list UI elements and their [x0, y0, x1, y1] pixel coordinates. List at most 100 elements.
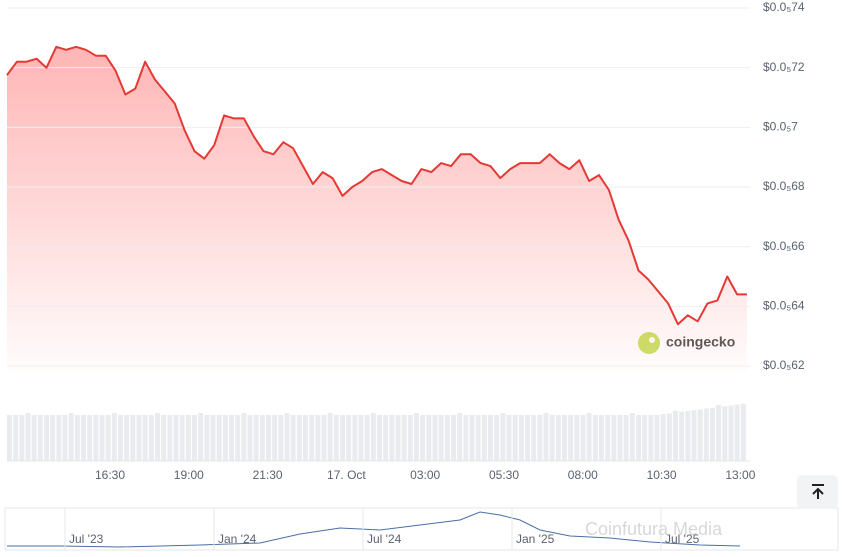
volume-bar: [290, 415, 296, 461]
volume-bar: [19, 415, 25, 461]
volume-bar: [728, 405, 734, 461]
volume-bar: [81, 415, 86, 461]
volume-bar: [118, 415, 123, 461]
volume-bar: [266, 415, 271, 461]
volume-bar: [401, 415, 407, 461]
volume-bar: [395, 415, 401, 461]
volume-bar: [537, 415, 543, 461]
volume-bar: [599, 415, 604, 461]
volume-bar: [309, 415, 315, 461]
volume-bar: [284, 413, 290, 461]
volume-bar: [87, 415, 93, 461]
volume-bar: [592, 415, 598, 461]
volume-bar: [512, 415, 518, 461]
volume-bar: [703, 408, 709, 461]
volume-bar: [629, 413, 635, 461]
volume-bar: [222, 415, 228, 461]
volume-bar: [654, 415, 660, 461]
volume-bar: [161, 415, 167, 461]
volume-bar: [173, 415, 179, 461]
x-tick-label: 03:00: [410, 468, 440, 482]
credit: Coinfutura Media: [585, 519, 723, 539]
volume-bar: [352, 415, 358, 461]
scroll-top-button[interactable]: [797, 475, 838, 509]
navigator-label: Jul '25: [665, 532, 700, 546]
line: [6, 45, 747, 326]
volume-bar: [68, 413, 74, 461]
volume-bar: [451, 415, 456, 461]
x-tick-label: 10:30: [647, 468, 677, 482]
volume-bar: [660, 414, 666, 461]
x-tick-label: 08:00: [568, 468, 598, 482]
volume-bar: [407, 415, 413, 461]
x-tick-label: 19:00: [174, 468, 204, 482]
volume-bar: [74, 415, 80, 461]
volume-bar: [469, 415, 475, 461]
volume-bar: [210, 415, 216, 461]
volume-bar: [185, 415, 191, 461]
volume-bar: [500, 413, 506, 461]
volume-bar: [192, 415, 197, 461]
volume-bar: [543, 413, 549, 461]
volume-bar: [494, 415, 500, 461]
volume-bar: [167, 415, 173, 461]
y-tick-label: $0.0₅62: [763, 358, 805, 372]
y-tick-label: $0.0₅66: [763, 239, 805, 253]
volume-bar: [56, 415, 62, 461]
volume-bar: [364, 415, 370, 461]
volume-bar: [296, 415, 302, 461]
volume-bar: [648, 415, 654, 461]
volume-bar: [636, 415, 641, 461]
volume-bar: [555, 415, 561, 461]
volume-bar: [272, 415, 278, 461]
y-tick-label: $0.0₅74: [763, 0, 805, 14]
volume-bar: [666, 413, 672, 461]
volume-bars: [7, 403, 746, 461]
volume-bar: [457, 413, 463, 461]
volume-bar: [333, 415, 339, 461]
volume-bar: [50, 415, 56, 461]
volume-bar: [247, 415, 253, 461]
volume-bar: [549, 415, 555, 461]
volume-bar: [303, 415, 308, 461]
volume-bar: [216, 415, 222, 461]
volume-bar: [370, 413, 376, 461]
navigator-label: Jan '24: [218, 532, 257, 546]
volume-bar: [315, 415, 321, 461]
volume-bar: [432, 415, 438, 461]
volume-bar: [691, 410, 697, 461]
volume-bar: [253, 415, 259, 461]
volume-bar: [734, 404, 740, 461]
volume-bar: [722, 406, 728, 461]
volume-bar: [438, 415, 444, 461]
volume-bar: [568, 415, 574, 461]
volume-bar: [383, 415, 389, 461]
volume-bar: [697, 409, 703, 461]
volume-bar: [377, 415, 382, 461]
navigator-label: Jan '25: [516, 532, 555, 546]
volume-bar: [623, 415, 629, 461]
volume-bar: [37, 415, 43, 461]
volume-bar: [44, 415, 49, 461]
navigator-labels: Jul '23 Jan '24 Jul '24 Jan '25 Jul '25: [64, 508, 700, 550]
y-tick-label: $0.0₅7: [763, 120, 798, 134]
volume-bar: [241, 413, 247, 461]
volume-bar: [130, 415, 136, 461]
volume-bar: [481, 415, 487, 461]
y-tick-label: $0.0₅72: [763, 60, 805, 74]
volume-bar: [93, 415, 99, 461]
volume-bar: [235, 415, 241, 461]
volume-bar: [617, 415, 623, 461]
volume-bar: [562, 415, 567, 461]
volume-bar: [321, 415, 327, 461]
volume-bar: [673, 410, 678, 461]
volume-bar: [685, 411, 691, 461]
navigator-line: [7, 511, 741, 548]
volume-bar: [420, 415, 426, 461]
volume-bar: [7, 415, 12, 461]
volume-bar: [679, 411, 685, 461]
navigator-label: Jul '23: [69, 532, 104, 546]
volume-bar: [25, 413, 31, 461]
